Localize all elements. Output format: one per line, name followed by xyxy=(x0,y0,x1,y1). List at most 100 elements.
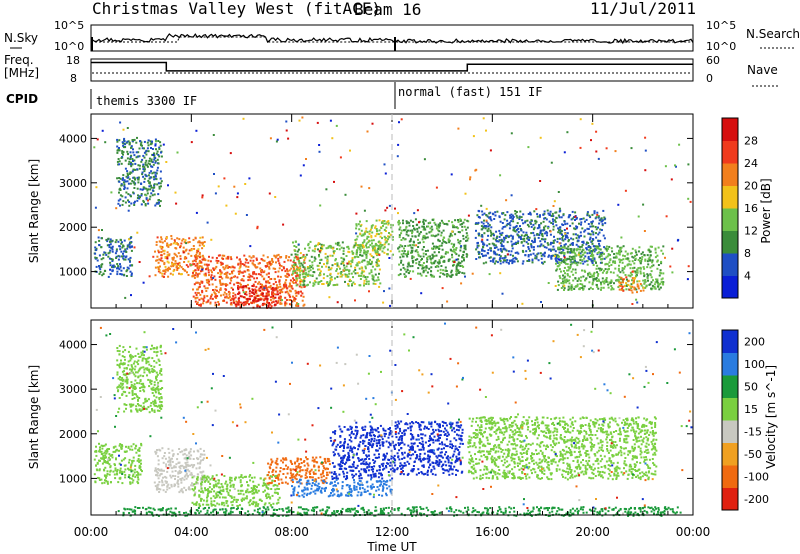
data-pixel xyxy=(515,225,518,227)
data-pixel xyxy=(130,383,133,386)
data-pixel xyxy=(113,473,116,476)
data-pixel xyxy=(321,283,324,285)
scatter-pixel xyxy=(219,273,222,276)
data-pixel xyxy=(136,187,139,190)
data-pixel xyxy=(327,245,330,248)
data-pixel xyxy=(365,283,368,285)
data-pixel xyxy=(524,221,527,224)
data-pixel xyxy=(254,265,257,268)
data-pixel xyxy=(574,254,577,257)
data-pixel xyxy=(421,258,423,260)
data-pixel xyxy=(98,244,101,247)
data-pixel xyxy=(560,216,563,219)
data-pixel xyxy=(642,289,645,292)
data-pixel xyxy=(524,234,527,236)
data-pixel xyxy=(576,226,579,228)
data-pixel xyxy=(138,450,141,452)
data-pixel xyxy=(374,268,377,271)
data-pixel xyxy=(578,235,581,238)
data-pixel xyxy=(248,303,250,306)
data-pixel xyxy=(381,237,383,240)
data-pixel xyxy=(573,260,576,263)
data-pixel xyxy=(533,238,536,241)
data-pixel xyxy=(598,248,601,251)
data-pixel xyxy=(170,483,173,486)
data-pixel xyxy=(172,256,175,259)
data-pixel xyxy=(160,257,163,260)
data-pixel xyxy=(374,283,377,285)
data-pixel xyxy=(196,262,199,265)
data-pixel xyxy=(119,273,122,276)
data-pixel xyxy=(170,485,173,488)
data-pixel xyxy=(496,235,499,238)
data-pixel xyxy=(378,268,381,271)
data-pixel xyxy=(463,272,466,275)
data-pixel xyxy=(542,238,545,241)
data-pixel xyxy=(381,250,384,253)
data-pixel xyxy=(199,462,202,465)
data-pixel xyxy=(119,204,121,207)
data-pixel xyxy=(605,272,608,275)
data-pixel xyxy=(157,193,160,196)
data-pixel xyxy=(370,271,373,274)
data-pixel xyxy=(564,258,567,261)
scatter-pixel xyxy=(325,188,328,191)
data-pixel xyxy=(121,382,124,385)
data-pixel xyxy=(222,266,225,269)
data-pixel xyxy=(481,240,484,243)
data-pixel xyxy=(137,176,140,179)
data-pixel xyxy=(123,239,126,242)
data-pixel xyxy=(567,248,570,251)
data-pixel xyxy=(149,140,152,143)
data-pixel xyxy=(633,279,635,282)
data-pixel xyxy=(561,233,563,236)
data-pixel xyxy=(614,260,616,263)
data-pixel xyxy=(545,230,548,233)
data-pixel xyxy=(526,219,529,222)
data-pixel xyxy=(189,473,192,476)
data-pixel xyxy=(451,273,454,276)
data-pixel xyxy=(121,141,124,144)
scatter-pixel xyxy=(384,209,387,212)
data-pixel xyxy=(553,248,556,251)
data-pixel xyxy=(323,273,325,276)
data-pixel xyxy=(168,451,171,454)
data-pixel xyxy=(268,261,270,264)
data-pixel xyxy=(492,237,495,240)
data-pixel xyxy=(631,285,634,288)
data-pixel xyxy=(596,247,599,250)
data-pixel xyxy=(424,228,427,231)
data-pixel xyxy=(193,276,196,279)
data-pixel xyxy=(153,350,156,353)
freq-tick-bottom: 8 xyxy=(70,72,77,85)
data-pixel xyxy=(415,224,418,226)
data-pixel xyxy=(353,283,356,285)
data-pixel xyxy=(363,249,366,252)
data-pixel xyxy=(374,225,377,228)
data-pixel xyxy=(156,409,159,412)
data-pixel xyxy=(533,237,536,240)
data-pixel xyxy=(436,246,438,248)
data-pixel xyxy=(243,270,246,273)
data-pixel xyxy=(523,240,526,243)
data-pixel xyxy=(438,240,441,243)
data-pixel xyxy=(107,252,110,255)
scatter-pixel xyxy=(212,277,215,279)
data-pixel xyxy=(130,202,133,205)
data-pixel xyxy=(557,280,560,283)
data-pixel xyxy=(438,275,441,278)
scatter-pixel xyxy=(372,278,375,281)
data-pixel xyxy=(608,254,611,257)
data-pixel xyxy=(198,282,201,285)
data-pixel xyxy=(439,222,442,225)
data-pixel xyxy=(334,258,337,261)
data-pixel xyxy=(457,231,460,233)
data-pixel xyxy=(278,267,281,270)
data-pixel xyxy=(533,226,536,229)
data-pixel xyxy=(562,282,565,285)
data-pixel xyxy=(207,263,210,266)
data-pixel xyxy=(241,302,244,305)
data-pixel xyxy=(449,275,452,278)
data-pixel xyxy=(94,256,97,259)
data-pixel xyxy=(271,494,274,497)
